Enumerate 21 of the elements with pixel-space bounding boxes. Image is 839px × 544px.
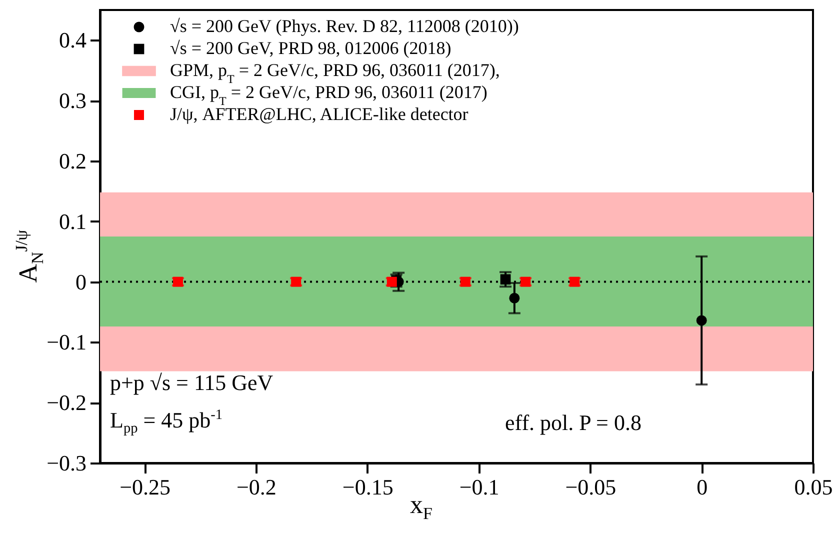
y-tick-label: 0.1	[59, 208, 86, 234]
y-tick-label: −0.2	[46, 390, 86, 416]
y-tick-label: −0.3	[46, 450, 86, 476]
y-tick-label: 0	[76, 269, 86, 294]
annotation: p+p √s = 115 GeV	[110, 370, 274, 395]
x-tick-label: 0	[696, 474, 708, 500]
annotation: L$_{pp}$ = 45 pb$^{-1}$	[110, 407, 223, 437]
x-tick-label: −0.25	[120, 474, 171, 500]
x-tick-label: −0.05	[565, 474, 616, 500]
legend-label: √s = 200 GeV (Phys. Rev. D 82, 112008 (2010))	[170, 16, 519, 36]
y-tick-label: −0.1	[46, 330, 86, 355]
x-tick-label: 0.05	[794, 474, 833, 500]
x-axis-title: x$_{F}$	[410, 490, 432, 524]
y-tick-label: 0.2	[59, 148, 86, 174]
annotation: eff. pol. P = 0.8	[505, 410, 642, 435]
x-tick-label: −0.2	[236, 474, 276, 500]
x-tick-label: −0.1	[459, 474, 500, 500]
legend-label: √s = 200 GeV, PRD 98, 012006 (2018)	[170, 38, 452, 58]
x-tick-label: −0.15	[342, 474, 394, 500]
y-tick-label: 0.4	[59, 28, 86, 53]
y-tick-label: 0.3	[59, 88, 86, 114]
